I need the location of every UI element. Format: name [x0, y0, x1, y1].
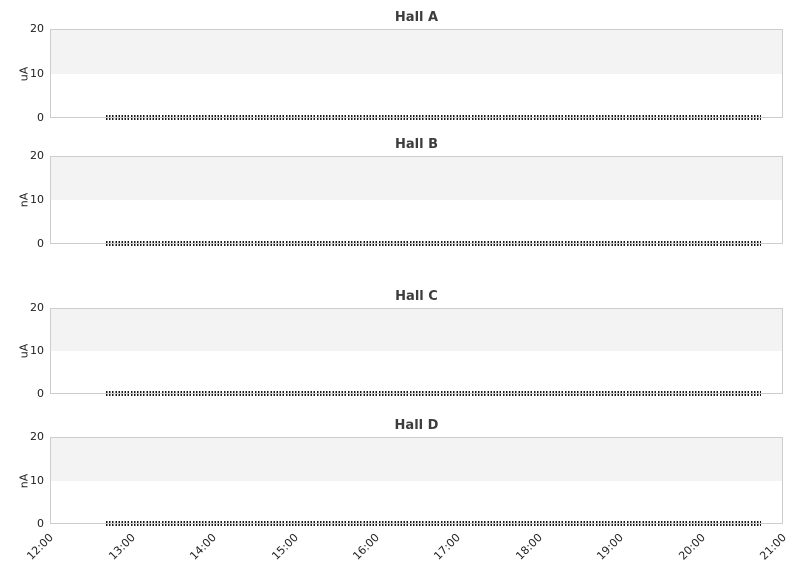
plot-area: [50, 29, 783, 120]
trace-dot-row: [106, 118, 761, 120]
trace-dot-row: [106, 115, 761, 117]
y-tick-label: 10: [30, 344, 44, 357]
y-tick-label: 10: [30, 473, 44, 487]
trace-dot-row: [106, 241, 761, 243]
beam-current-trace: [106, 391, 761, 396]
subplot-hall-a: Hall A uA 20 10 0: [0, 10, 811, 124]
y-tick-label: 10: [30, 193, 44, 206]
trace-dot-row: [106, 391, 761, 393]
trace-dot-row: [106, 524, 761, 526]
subplot-hall-c: Hall C uA 20 10 0: [0, 289, 811, 400]
y-tick-label: 0: [37, 387, 44, 400]
subplot-hall-b: Hall B nA 20 10 0: [0, 137, 811, 250]
y-tick-label: 0: [37, 237, 44, 250]
chart-title: Hall C: [395, 289, 438, 304]
upper-range-band: [51, 157, 782, 200]
time-axis: 12:00 13:00 14:00 15:00 16:00 17:00 18:0…: [24, 531, 790, 563]
chart-title: Hall B: [395, 137, 438, 152]
plot-area: [50, 437, 783, 526]
trace-dot-row: [106, 394, 761, 396]
plot-area: [50, 156, 783, 246]
y-tick-label: 20: [30, 430, 44, 443]
y-tick-label: 20: [30, 149, 44, 162]
y-tick-label: 20: [30, 22, 44, 35]
chart-title: Hall D: [394, 418, 439, 433]
subplot-hall-d: Hall D nA 20 10 0: [0, 418, 811, 530]
beam-current-trace: [106, 241, 761, 246]
trace-dot-row: [106, 244, 761, 246]
upper-range-band: [51, 30, 782, 74]
chart-title: Hall A: [394, 10, 439, 25]
y-tick-label: 0: [37, 517, 44, 530]
beam-current-trace: [106, 521, 761, 526]
plot-area: [50, 308, 783, 396]
y-tick-label: 10: [30, 66, 44, 80]
trace-dot-row: [106, 521, 761, 523]
upper-range-band: [51, 309, 782, 351]
y-tick-label: 20: [30, 301, 44, 314]
y-tick-label: 0: [37, 111, 44, 124]
upper-range-band: [51, 438, 782, 481]
beam-current-trace: [106, 115, 761, 120]
